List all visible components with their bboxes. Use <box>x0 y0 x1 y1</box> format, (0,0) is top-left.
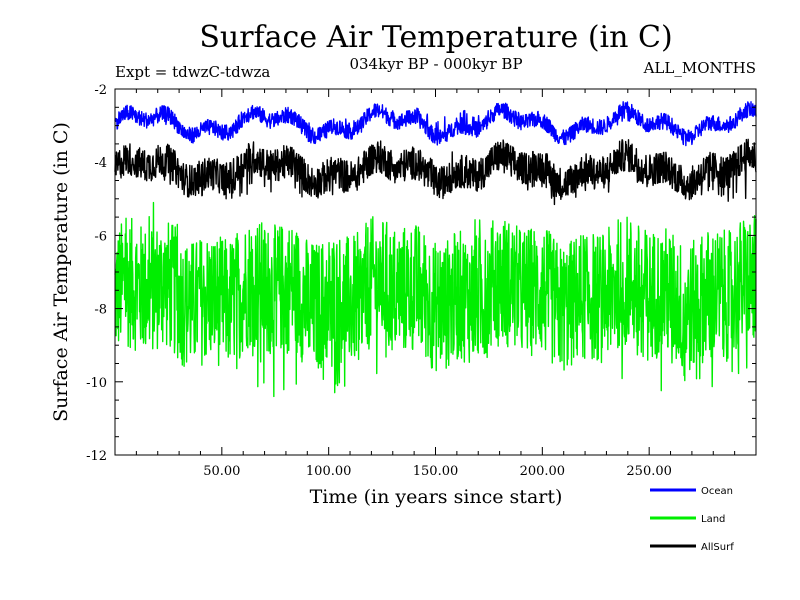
y-axis-label: Surface Air Temperature (in C) <box>50 122 72 422</box>
y-tick-label: -10 <box>86 376 107 391</box>
legend-label-ocean: Ocean <box>701 486 733 497</box>
y-tick-label: -12 <box>86 449 107 464</box>
legend-label-land: Land <box>701 514 725 525</box>
legend-label-allsurf: AllSurf <box>701 542 734 553</box>
months-label: ALL_MONTHS <box>643 59 756 77</box>
x-axis-label: Time (in years since start) <box>310 486 563 508</box>
y-tick-label: -2 <box>94 83 107 98</box>
ticks-layer: 50.00 100.00 150.00 200.00 250.00 -12 -10 -8 -6 -… <box>86 83 756 479</box>
series-line-ocean <box>114 101 757 147</box>
series-line-allsurf <box>114 138 757 206</box>
experiment-label: Expt = tdwzC-tdwza <box>115 63 270 81</box>
x-tick-label: 50.00 <box>203 464 240 479</box>
series-line-land <box>114 201 757 398</box>
series-layer <box>113 100 758 398</box>
y-tick-label: -4 <box>94 156 107 171</box>
x-tick-label: 250.00 <box>626 464 672 479</box>
legend: Ocean Land AllSurf <box>650 486 734 553</box>
chart-title: Surface Air Temperature (in C) <box>199 20 672 55</box>
x-tick-label: 150.00 <box>413 464 459 479</box>
y-tick-label: -6 <box>94 229 107 244</box>
time-range-label: 034kyr BP - 000kyr BP <box>349 55 522 73</box>
x-tick-label: 100.00 <box>306 464 352 479</box>
x-tick-label: 200.00 <box>520 464 566 479</box>
y-tick-label: -8 <box>94 303 107 318</box>
